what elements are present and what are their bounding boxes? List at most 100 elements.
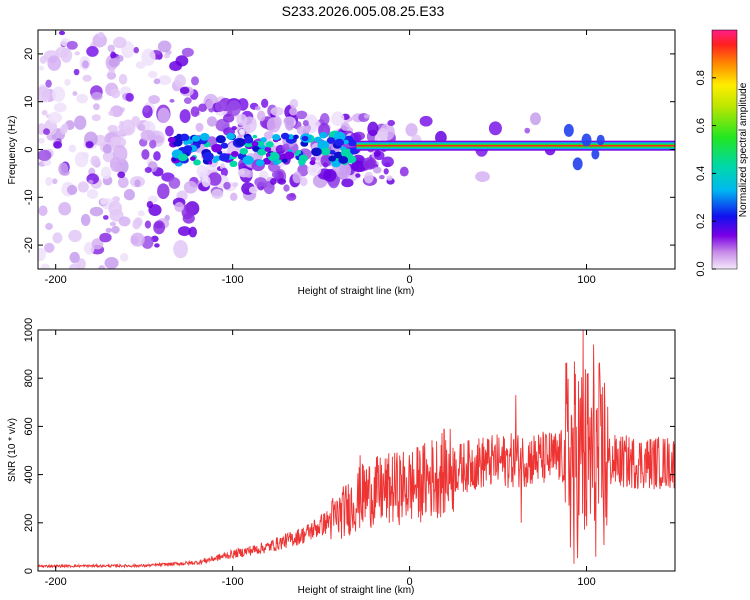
spectral-blob [348, 139, 357, 147]
spectral-blob [117, 176, 129, 189]
snr-xtick-label: -100 [222, 576, 244, 588]
spectral-blob [386, 175, 393, 181]
snr-xtick-label: -200 [45, 576, 67, 588]
spectral-blob [282, 143, 290, 151]
spectral-blob [211, 188, 224, 199]
spectral-blob [218, 153, 230, 162]
spectral-blob [113, 36, 127, 49]
spectral-blob [181, 47, 194, 57]
spectral-blob [157, 107, 170, 124]
snr-ytick-label: 600 [23, 417, 35, 435]
spectral-blob [283, 184, 290, 192]
spectral-blob [202, 151, 214, 161]
spectral-blob [107, 124, 118, 133]
spectral-blob [111, 225, 120, 234]
spectral-blob [112, 144, 128, 163]
spectral-blob [116, 54, 124, 62]
spectral-blob [119, 252, 129, 262]
spectral-blob [100, 166, 112, 180]
spectral-blob [66, 40, 78, 50]
spectral-blob [141, 48, 156, 66]
spectral-blob [183, 145, 193, 153]
spectral-blob [53, 141, 63, 149]
spectral-blob [73, 68, 80, 76]
spectral-blob [77, 181, 89, 193]
spectral-blob [76, 93, 89, 104]
spectral-blob [367, 121, 379, 137]
spectral-blob [43, 128, 50, 135]
spectral-blob [252, 134, 258, 139]
spectral-blob [181, 204, 194, 220]
spectral-blob [39, 55, 47, 64]
spectral-blob [177, 153, 188, 162]
spectral-blob [331, 111, 345, 127]
spectral-blob [264, 147, 271, 152]
spectral-blob [244, 136, 254, 144]
spectral-blob [137, 210, 145, 217]
spectral-blob [340, 148, 353, 158]
spectrogram-xlabel: Height of straight line (km) [298, 286, 415, 297]
spectral-blob [311, 147, 322, 157]
spectral-blob [132, 218, 141, 230]
spectral-blob [475, 171, 490, 183]
spectral-blob [261, 98, 269, 108]
spectral-blob [117, 171, 126, 179]
spectral-blob [158, 75, 172, 86]
spectral-blob [296, 149, 302, 155]
spectral-blob [257, 148, 267, 156]
spectral-blob [315, 121, 321, 127]
spectral-blob [302, 119, 309, 127]
spectral-blob [381, 156, 394, 168]
spectral-blob [572, 157, 583, 171]
spectral-blob [82, 74, 92, 82]
spectral-blob [72, 91, 78, 96]
spectral-blob [154, 243, 160, 248]
spectral-blob [99, 232, 112, 243]
spectral-blob [293, 134, 299, 140]
spectral-blob [104, 257, 119, 269]
spectral-blob [144, 220, 152, 229]
spectral-blob [147, 70, 158, 79]
spectral-blob [270, 106, 284, 116]
spectral-blob [319, 131, 328, 139]
spectrogram-ytick-label: -10 [23, 189, 35, 205]
spectral-blob [97, 31, 105, 38]
spectrogram-xtick-label: 100 [577, 274, 595, 286]
spectral-blob [320, 147, 331, 156]
spectral-blob [38, 86, 50, 103]
spectral-blob [336, 161, 352, 180]
spectral-blob [91, 238, 104, 250]
spectral-blob [38, 137, 45, 144]
spectral-blob [141, 149, 150, 160]
spectral-blob [118, 73, 128, 85]
colorbar-tick-label: 0.0 [695, 261, 707, 276]
spectral-blob [298, 154, 309, 162]
spectral-blob [45, 176, 53, 186]
spectral-blob [238, 128, 245, 135]
spectral-blob [254, 177, 267, 187]
spectral-blob [373, 150, 381, 157]
spectral-blob [292, 171, 302, 184]
spectral-blob [98, 265, 106, 269]
spectral-blob [108, 200, 123, 217]
spectral-blob [125, 92, 134, 102]
spectral-blob [277, 178, 287, 185]
spectral-blob [48, 112, 63, 124]
spectral-blob [226, 132, 236, 140]
spectral-blob [301, 135, 309, 142]
spectral-blob [138, 123, 146, 132]
spectral-blob [102, 215, 109, 220]
spectral-blob [173, 239, 188, 259]
spectral-blob [92, 33, 108, 48]
colorbar-tick-label: 0.4 [695, 166, 707, 181]
spectral-blob [272, 133, 281, 141]
spectral-blob [286, 193, 297, 201]
spectral-blob [328, 155, 337, 162]
spectral-blob [130, 232, 145, 247]
spectral-blob [148, 95, 160, 104]
spectral-blob [198, 103, 208, 112]
spectral-blob [326, 137, 336, 144]
spectral-blob [201, 175, 211, 188]
